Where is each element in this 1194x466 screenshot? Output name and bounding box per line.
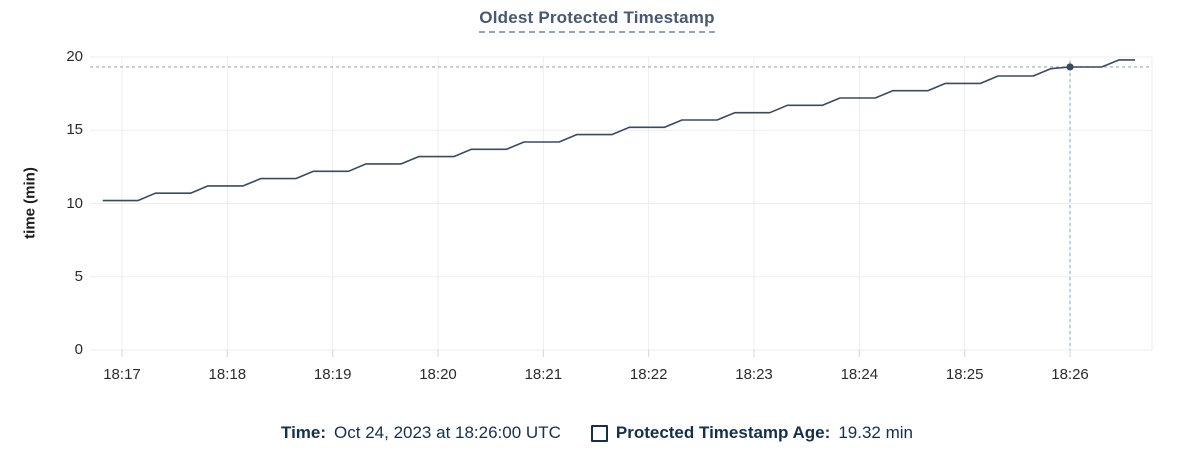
y-tick-label: 20 xyxy=(66,48,83,65)
x-tick-label: 18:19 xyxy=(313,366,352,383)
y-tick-label: 10 xyxy=(66,194,83,212)
chart-title-row: Oldest Protected Timestamp xyxy=(0,8,1194,33)
x-tick-label: 18:24 xyxy=(840,366,879,383)
y-tick-label: 15 xyxy=(66,121,83,139)
legend-checkbox-icon[interactable] xyxy=(590,424,608,442)
chart-title: Oldest Protected Timestamp xyxy=(479,8,715,33)
x-tick-label: 18:23 xyxy=(735,366,773,383)
x-tick-label: 18:18 xyxy=(208,366,247,383)
y-tick-label: 5 xyxy=(74,267,83,285)
x-tick-label: 18:21 xyxy=(524,366,563,383)
marker-dot[interactable] xyxy=(1066,63,1074,71)
line-chart[interactable] xyxy=(0,0,1194,412)
x-tick-label: 18:26 xyxy=(1051,366,1089,383)
x-tick-label: 18:20 xyxy=(419,366,457,383)
hover-readout: Time: Oct 24, 2023 at 18:26:00 UTC Prote… xyxy=(0,423,1194,443)
x-tick-label: 18:25 xyxy=(945,366,984,383)
y-axis-title: time (min) xyxy=(21,167,39,239)
y-tick-label: 0 xyxy=(74,341,83,358)
series-value: 19.32 min xyxy=(838,423,913,442)
x-tick-label: 18:17 xyxy=(103,366,141,383)
time-label: Time: xyxy=(281,423,327,442)
series-label: Protected Timestamp Age: xyxy=(615,423,831,442)
series-line xyxy=(102,59,1135,202)
time-value: Oct 24, 2023 at 18:26:00 UTC xyxy=(334,423,561,442)
x-tick-label: 18:22 xyxy=(629,366,668,383)
